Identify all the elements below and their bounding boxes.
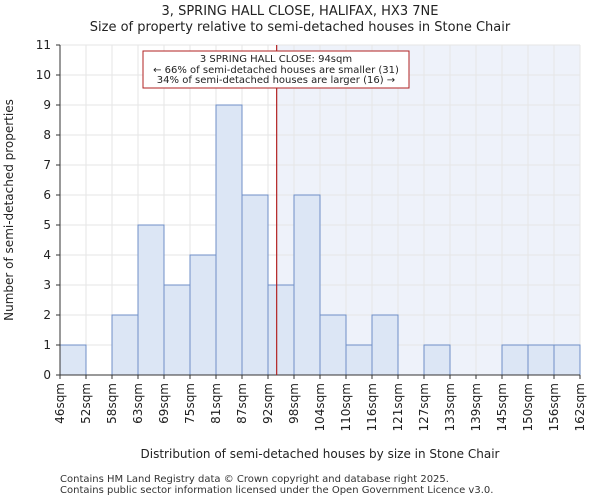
footer-licence: Contains public sector information licen… (60, 485, 494, 496)
chart-subtitle: Size of property relative to semi-detach… (89, 20, 511, 35)
x-tick-label: 46sqm (53, 383, 67, 424)
y-tick-label: 3 (43, 278, 51, 292)
y-tick-label: 11 (36, 38, 51, 52)
histogram-bar (501, 344, 529, 376)
y-tick-label: 1 (43, 338, 51, 352)
footer-copyright: Contains HM Land Registry data © Crown c… (60, 474, 449, 485)
x-tick-label: 75sqm (183, 383, 197, 424)
x-tick-label: 58sqm (105, 383, 119, 424)
histogram-bar (267, 284, 295, 376)
histogram-bar (163, 284, 191, 376)
y-tick-label: 6 (43, 188, 51, 202)
histogram-bar (215, 104, 243, 376)
x-tick-label: 127sqm (417, 383, 431, 431)
x-tick-label: 81sqm (209, 383, 223, 424)
y-tick-label: 2 (43, 308, 51, 322)
histogram-bar (371, 314, 399, 376)
histogram-bar (293, 194, 321, 376)
x-tick-label: 104sqm (313, 383, 327, 431)
histogram-bar (553, 344, 581, 376)
x-tick-label: 98sqm (287, 383, 301, 424)
x-tick-label: 156sqm (547, 383, 561, 431)
x-tick-label: 145sqm (495, 383, 509, 431)
annotation-box (142, 50, 410, 89)
histogram-bar (423, 344, 451, 376)
x-tick-label: 133sqm (443, 383, 457, 431)
x-tick-label: 121sqm (391, 383, 405, 431)
y-tick-label: 9 (43, 98, 51, 112)
x-tick-label: 139sqm (469, 383, 483, 431)
x-tick-label: 63sqm (131, 383, 145, 424)
x-tick-label: 69sqm (157, 383, 171, 424)
histogram-bar (345, 344, 373, 376)
x-tick-label: 162sqm (573, 383, 587, 431)
y-tick-label: 5 (43, 218, 51, 232)
histogram-bar (319, 314, 347, 376)
histogram-bar (527, 344, 555, 376)
histogram-bar (59, 344, 87, 376)
x-tick-label: 52sqm (79, 383, 93, 424)
chart-title: 3, SPRING HALL CLOSE, HALIFAX, HX3 7NE (161, 4, 439, 19)
annotation-larger: 34% of semi-detached houses are larger (… (157, 75, 395, 86)
x-tick-label: 87sqm (235, 383, 249, 424)
annotation-smaller: ← 66% of semi-detached houses are smalle… (153, 65, 399, 76)
x-tick-label: 116sqm (365, 383, 379, 431)
histogram-bar (189, 254, 217, 376)
y-tick-label: 0 (43, 368, 51, 382)
y-axis-label: Number of semi-detached properties (2, 99, 16, 321)
x-tick-label: 150sqm (521, 383, 535, 431)
y-tick-label: 8 (43, 128, 51, 142)
x-tick-label: 110sqm (339, 383, 353, 431)
x-axis-label: Distribution of semi-detached houses by … (141, 447, 500, 461)
y-tick-label: 10 (36, 68, 51, 82)
histogram-bar (137, 224, 165, 376)
y-tick-label: 7 (43, 158, 51, 172)
histogram-bar (241, 194, 269, 376)
y-tick-label: 4 (43, 248, 51, 262)
annotation-title: 3 SPRING HALL CLOSE: 94sqm (200, 54, 352, 65)
x-tick-label: 92sqm (261, 383, 275, 424)
histogram-bar (111, 314, 139, 376)
